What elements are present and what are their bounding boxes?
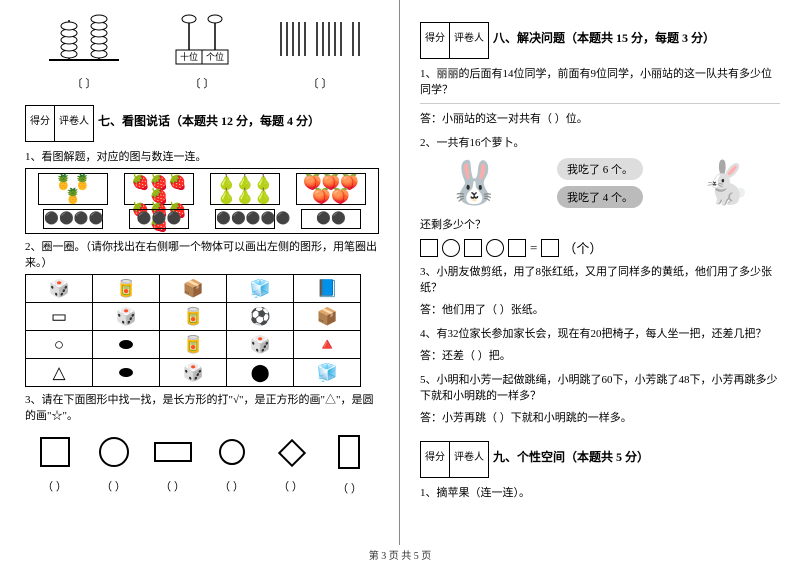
abacus-1: 〔 〕 (39, 8, 129, 91)
equals-sign: = (530, 240, 537, 256)
speech-2: 我吃了 4 个。 (557, 186, 643, 208)
abacus-2: 十位 个位 〔 〕 (157, 8, 247, 91)
a8-3: 答：他们用了（ ）张纸。 (420, 301, 780, 317)
tally-blank: 〔 〕 (275, 75, 365, 91)
speech-group: 我吃了 6 个。 我吃了 4 个。 (557, 158, 643, 208)
grader-label: 评卷人 (450, 442, 488, 477)
fruit-row: 🍍🍍🍍 🍓🍓🍓🍓🍓🍓🍓🍓 🍐🍐🍐🍐🍐🍐 🍑🍑🍑🍑🍑 (30, 173, 374, 205)
a8-5: 答：小芳再跳（ ）下就和小明跳的一样多。 (420, 409, 780, 425)
shape-rect: （ ） (145, 435, 200, 494)
eq-box (508, 239, 526, 257)
score-label: 得分 (421, 23, 450, 58)
section-9-title: 九、个性空间（本题共 5 分） (493, 448, 649, 465)
section-9-header: 得分 评卷人 九、个性空间（本题共 5 分） (420, 433, 780, 480)
score-box-8: 得分 评卷人 (420, 22, 489, 59)
tens-label: 十位 (180, 51, 198, 62)
num-2: ⚫⚫⚫ (129, 209, 189, 229)
speech-1: 我吃了 6 个。 (557, 158, 643, 180)
q9-1: 1、摘苹果（连一连）。 (420, 484, 780, 500)
abacus-blank-1: 〔 〕 (39, 75, 129, 91)
score-label: 得分 (26, 106, 55, 141)
shape-table: 🎲🥫📦🧊📘 ▭🎲🥫⚽📦 ○⬬🥫🎲🔺 △⬬🎲⬤🧊 (25, 274, 361, 387)
shape-circle: （ ） (86, 435, 141, 494)
tally-group: 〔 〕 (275, 8, 365, 91)
shapes-row: （ ） （ ） （ ） （ ） （ ） （ ） (25, 433, 379, 496)
table-row: ▭🎲🥫⚽📦 (26, 303, 361, 331)
q8-2: 2、一共有16个萝卜。 (420, 134, 780, 150)
match-box: 🍍🍍🍍 🍓🍓🍓🍓🍓🍓🍓🍓 🍐🍐🍐🍐🍐🍐 🍑🍑🍑🍑🍑 ⚫⚫⚫⚫ ⚫⚫⚫ ⚫⚫⚫⚫⚫… (25, 168, 379, 234)
table-row: △⬬🎲⬤🧊 (26, 359, 361, 387)
grader-label: 评卷人 (450, 23, 488, 58)
a8-4: 答：还差（ ）把。 (420, 347, 780, 363)
eq-box (541, 239, 559, 257)
grader-label: 评卷人 (55, 106, 93, 141)
rabbit-left-icon: 🐰 (448, 159, 500, 208)
q7-3: 3、请在下面图形中找一找，是长方形的打"√"，是正方形的画"△"，是圆的画"☆"… (25, 391, 379, 423)
rabbit-right-icon: 🐇 (699, 159, 751, 208)
abacus-blank-2: 〔 〕 (157, 75, 247, 91)
q8-5: 5、小明和小芳一起做跳绳，小明跳了60下，小芳跳了48下，小芳再跳多少下就和小明… (420, 371, 780, 403)
num-3: ⚫⚫⚫⚫⚫ (215, 209, 275, 229)
fruit-pineapple: 🍍🍍🍍 (38, 173, 108, 205)
eq-op (442, 239, 460, 257)
abacus-row: 〔 〕 十位 个位 〔 〕 (25, 8, 379, 91)
right-column: 得分 评卷人 八、解决问题（本题共 15 分，每题 3 分） 1、丽丽的后面有1… (400, 0, 800, 545)
eq-box (464, 239, 482, 257)
shape-square: （ ） (27, 435, 82, 494)
page-footer: 第 3 页 共 5 页 (0, 547, 800, 562)
a8-1: 答：小丽站的这一对共有（ ）位。 (420, 110, 780, 126)
answer-rule (420, 103, 780, 104)
score-label: 得分 (421, 442, 450, 477)
score-box-9: 得分 评卷人 (420, 441, 489, 478)
q8-3: 3、小朋友做剪纸，用了8张红纸，又用了同样多的黄纸，他们用了多少张纸？ (420, 263, 780, 295)
q8-4: 4、有32位家长参加家长会，现在有20把椅子，每人坐一把，还差几把？ (420, 325, 780, 341)
left-column: 〔 〕 十位 个位 〔 〕 (0, 0, 400, 545)
table-row: ○⬬🥫🎲🔺 (26, 331, 361, 359)
fruit-peach: 🍑🍑🍑🍑🍑 (296, 173, 366, 205)
shape-rect2: （ ） (322, 433, 377, 496)
section-7-title: 七、看图说话（本题共 12 分，每题 4 分） (98, 112, 320, 129)
score-box-7: 得分 评卷人 (25, 105, 94, 142)
section-8-header: 得分 评卷人 八、解决问题（本题共 15 分，每题 3 分） (420, 14, 780, 61)
ones-label: 个位 (206, 51, 224, 62)
section-8-title: 八、解决问题（本题共 15 分，每题 3 分） (493, 29, 715, 46)
q8-1: 1、丽丽的后面有14位同学，前面有9位同学，小丽站的这一队共有多少位同学？ (420, 65, 780, 97)
fruit-strawberry: 🍓🍓🍓🍓🍓🍓🍓🍓 (124, 173, 194, 205)
num-4: ⚫⚫ (301, 209, 361, 229)
eq-box (420, 239, 438, 257)
num-row: ⚫⚫⚫⚫ ⚫⚫⚫ ⚫⚫⚫⚫⚫ ⚫⚫ (30, 209, 374, 229)
q7-2: 2、圈一圈。（请你找出在右侧哪一个物体可以画出左侧的图形，用笔圈出来。） (25, 238, 379, 270)
fruit-pear: 🍐🍐🍐🍐🍐🍐 (210, 173, 280, 205)
eq-unit: （个） (563, 238, 602, 257)
q7-1: 1、看图解题，对应的图与数连一连。 (25, 148, 379, 164)
remain-label: 还剩多少个？ (420, 216, 780, 232)
eq-op (486, 239, 504, 257)
worksheet-page: 〔 〕 十位 个位 〔 〕 (0, 0, 800, 545)
shape-circle2: （ ） (204, 435, 259, 494)
shape-diamond: （ ） (263, 435, 318, 494)
rabbit-row: 🐰 我吃了 6 个。 我吃了 4 个。 🐇 (420, 158, 780, 208)
num-1: ⚫⚫⚫⚫ (43, 209, 103, 229)
equation-row: = （个） (420, 238, 780, 257)
table-row: 🎲🥫📦🧊📘 (26, 275, 361, 303)
section-7-header: 得分 评卷人 七、看图说话（本题共 12 分，每题 4 分） (25, 97, 379, 144)
